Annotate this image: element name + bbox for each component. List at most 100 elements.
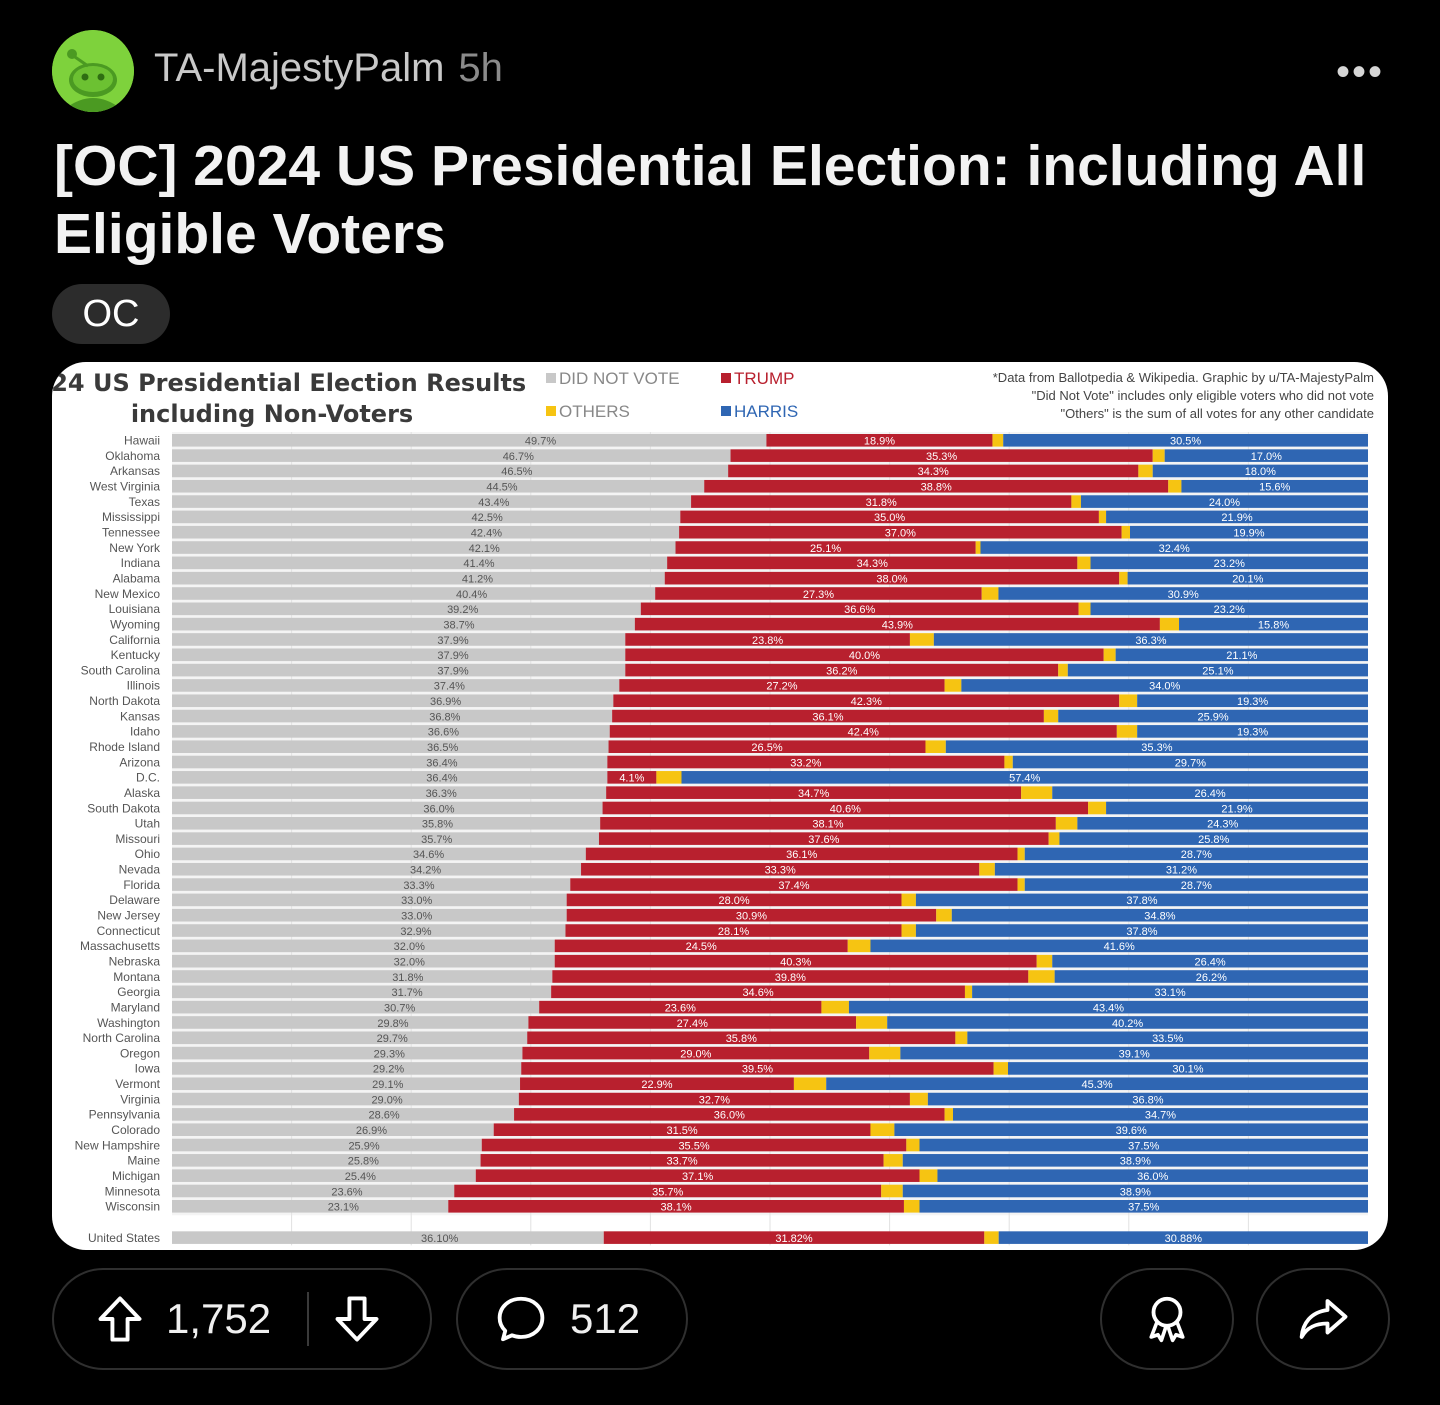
state-38-bar-did-not-vote	[172, 1016, 529, 1029]
award-button[interactable]	[1100, 1268, 1234, 1370]
state-14-category-label: Kentucky	[111, 648, 160, 662]
state-0-label-harris: 30.5%	[1170, 436, 1201, 448]
state-8-label-trump: 34.3%	[857, 558, 888, 570]
state-27-label-trump: 36.1%	[786, 849, 817, 861]
state-13-bar-harris	[933, 633, 1368, 646]
chart-note-line-1: *Data from Ballotpedia & Wikipedia. Grap…	[993, 370, 1374, 385]
state-15-bar-others	[1058, 663, 1068, 677]
state-1-bar-trump	[730, 449, 1153, 462]
state-43-category-label: Virginia	[120, 1092, 160, 1106]
state-13-bar-trump	[625, 633, 910, 646]
state-11-label-harris: 23.2%	[1214, 604, 1245, 616]
state-32-category-label: Connecticut	[97, 924, 161, 938]
state-30-category-label: Delaware	[109, 893, 160, 907]
state-29-bar-harris	[1024, 878, 1368, 891]
state-21-category-label: Arizona	[119, 755, 160, 769]
state-46-bar-harris	[919, 1138, 1368, 1152]
state-40-label-did-not-vote: 29.3%	[374, 1048, 405, 1060]
state-20-bar-others	[925, 740, 946, 753]
state-48-category-label: Michigan	[112, 1169, 160, 1183]
state-0-bar-trump	[766, 434, 993, 447]
state-16-category-label: Illinois	[127, 679, 160, 693]
state-10-category-label: New Mexico	[95, 587, 161, 601]
more-options-icon[interactable]: •••	[1335, 50, 1384, 94]
state-46-bar-trump	[481, 1138, 907, 1152]
post-title[interactable]: [OC] 2024 US Presidential Election: incl…	[54, 134, 1367, 266]
state-14-bar-did-not-vote	[172, 648, 626, 662]
state-28-bar-others	[979, 862, 995, 876]
state-35-label-harris: 26.2%	[1196, 972, 1227, 984]
state-47-bar-trump	[480, 1154, 884, 1167]
avatar[interactable]	[52, 30, 134, 112]
state-16-label-harris: 34.0%	[1149, 681, 1180, 693]
state-47-bar-did-not-vote	[172, 1154, 481, 1167]
state-33-bar-others	[847, 939, 871, 953]
state-48-bar-did-not-vote	[172, 1169, 476, 1182]
upvote-icon[interactable]	[94, 1293, 146, 1345]
state-37-label-did-not-vote: 30.7%	[384, 1002, 415, 1014]
state-31-bar-harris	[951, 908, 1368, 922]
state-40-bar-did-not-vote	[172, 1046, 523, 1060]
state-20-label-trump: 26.5%	[751, 742, 782, 754]
stacked-bar-chart: 2024 US Presidential Election Results in…	[52, 369, 1374, 1246]
state-10-label-did-not-vote: 40.4%	[456, 589, 487, 601]
state-50-label-trump: 38.1%	[661, 1202, 692, 1214]
state-37-label-trump: 23.6%	[665, 1002, 696, 1014]
post-flair[interactable]: OC	[52, 284, 170, 344]
post-image[interactable]: 2024 US Presidential Election Results in…	[52, 362, 1388, 1250]
state-49-category-label: Minnesota	[105, 1184, 161, 1198]
state-7-bar-trump	[675, 541, 976, 554]
state-47-label-did-not-vote: 25.8%	[348, 1156, 379, 1168]
state-8-bar-trump	[667, 556, 1078, 570]
state-44-category-label: Pennsylvania	[89, 1108, 161, 1122]
state-11-category-label: Louisiana	[109, 602, 161, 616]
state-10-bar-trump	[655, 587, 982, 600]
state-43-bar-did-not-vote	[172, 1092, 519, 1106]
state-12-bar-others	[1159, 617, 1180, 631]
state-32-bar-harris	[915, 924, 1368, 937]
state-46-label-trump: 35.5%	[678, 1140, 709, 1152]
downvote-icon[interactable]	[331, 1293, 383, 1345]
state-18-bar-others	[1043, 709, 1059, 723]
state-7-label-did-not-vote: 42.1%	[469, 543, 500, 555]
state-9-label-trump: 38.0%	[876, 573, 907, 585]
state-26-category-label: Missouri	[115, 832, 160, 846]
state-49-bar-trump	[454, 1184, 882, 1198]
state-16-bar-harris	[961, 679, 1368, 692]
state-24-label-did-not-vote: 36.0%	[423, 803, 454, 815]
state-24-label-trump: 40.6%	[830, 803, 861, 815]
comments-button[interactable]: 512	[456, 1268, 688, 1370]
vote-bar: 1,752	[52, 1268, 432, 1370]
state-5-bar-harris	[1106, 510, 1368, 524]
state-33-bar-trump	[554, 939, 848, 953]
share-button[interactable]	[1256, 1268, 1390, 1370]
state-4-label-harris: 24.0%	[1209, 497, 1240, 509]
state-40-label-trump: 29.0%	[680, 1048, 711, 1060]
state-11-label-trump: 36.6%	[844, 604, 875, 616]
state-17-bar-harris	[1137, 694, 1368, 708]
username[interactable]: TA-MajestyPalm	[154, 46, 445, 90]
state-18-label-trump: 36.1%	[812, 711, 843, 723]
legend-swatch-others	[546, 406, 556, 416]
state-8-label-did-not-vote: 41.4%	[463, 558, 494, 570]
state-33-label-trump: 24.5%	[686, 941, 717, 953]
state-18-bar-trump	[612, 709, 1044, 723]
state-36-bar-did-not-vote	[172, 985, 552, 999]
state-5-bar-did-not-vote	[172, 510, 681, 524]
comment-count: 512	[570, 1295, 641, 1342]
state-10-bar-did-not-vote	[172, 587, 656, 600]
state-20-bar-trump	[608, 740, 926, 753]
state-20-bar-did-not-vote	[172, 740, 609, 753]
state-45-bar-others	[870, 1123, 895, 1136]
state-17-label-did-not-vote: 36.9%	[430, 696, 461, 708]
state-23-label-did-not-vote: 36.3%	[426, 788, 457, 800]
state-24-category-label: South Dakota	[87, 801, 160, 815]
state-13-label-harris: 36.3%	[1135, 635, 1166, 647]
state-23-label-trump: 34.7%	[798, 788, 829, 800]
state-25-bar-did-not-vote	[172, 817, 601, 830]
state-27-label-harris: 28.7%	[1181, 849, 1212, 861]
state-7-category-label: New York	[109, 541, 161, 555]
state-39-bar-others	[955, 1031, 968, 1045]
state-24-bar-trump	[602, 801, 1089, 815]
state-6-label-harris: 19.9%	[1233, 528, 1264, 540]
